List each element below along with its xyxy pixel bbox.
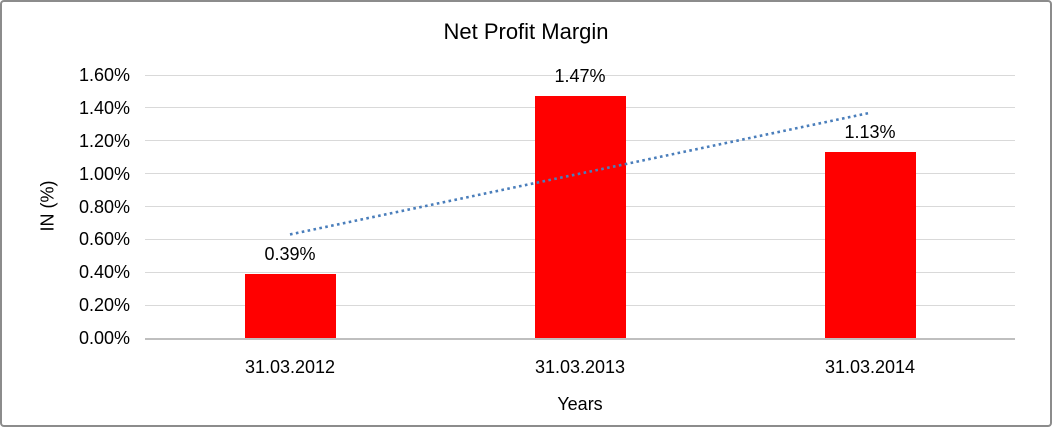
y-tick-label: 0.20% bbox=[78, 295, 130, 316]
y-tick-label: 0.60% bbox=[78, 229, 130, 250]
x-category-label: 31.03.2013 bbox=[534, 357, 626, 377]
x-category-label: 31.03.2012 bbox=[244, 357, 336, 377]
bar bbox=[824, 152, 916, 338]
bar-value-label: 0.39% bbox=[264, 243, 316, 264]
y-tick-label: 1.40% bbox=[78, 97, 130, 118]
gridline bbox=[145, 74, 1015, 76]
x-category-label: 31.03.2014 bbox=[824, 357, 916, 377]
chart-title: Net Profit Margin bbox=[443, 19, 609, 44]
y-tick-label: 0.80% bbox=[78, 196, 130, 217]
bar bbox=[534, 96, 626, 338]
bar-value-label: 1.47% bbox=[554, 66, 606, 87]
bar-value-label: 1.13% bbox=[844, 122, 896, 143]
y-tick-label: 1.00% bbox=[78, 163, 130, 184]
x-axis-line bbox=[145, 337, 1015, 340]
y-tick-label: 1.20% bbox=[78, 130, 130, 151]
bar bbox=[244, 273, 336, 338]
y-tick-label: 0.00% bbox=[78, 328, 130, 348]
y-tick-label: 0.40% bbox=[78, 262, 130, 283]
x-axis-title: Years bbox=[557, 394, 603, 414]
y-tick-label: 1.60% bbox=[78, 65, 130, 85]
plot-area: 0.39% 1.47% 1.13% bbox=[145, 66, 1015, 340]
